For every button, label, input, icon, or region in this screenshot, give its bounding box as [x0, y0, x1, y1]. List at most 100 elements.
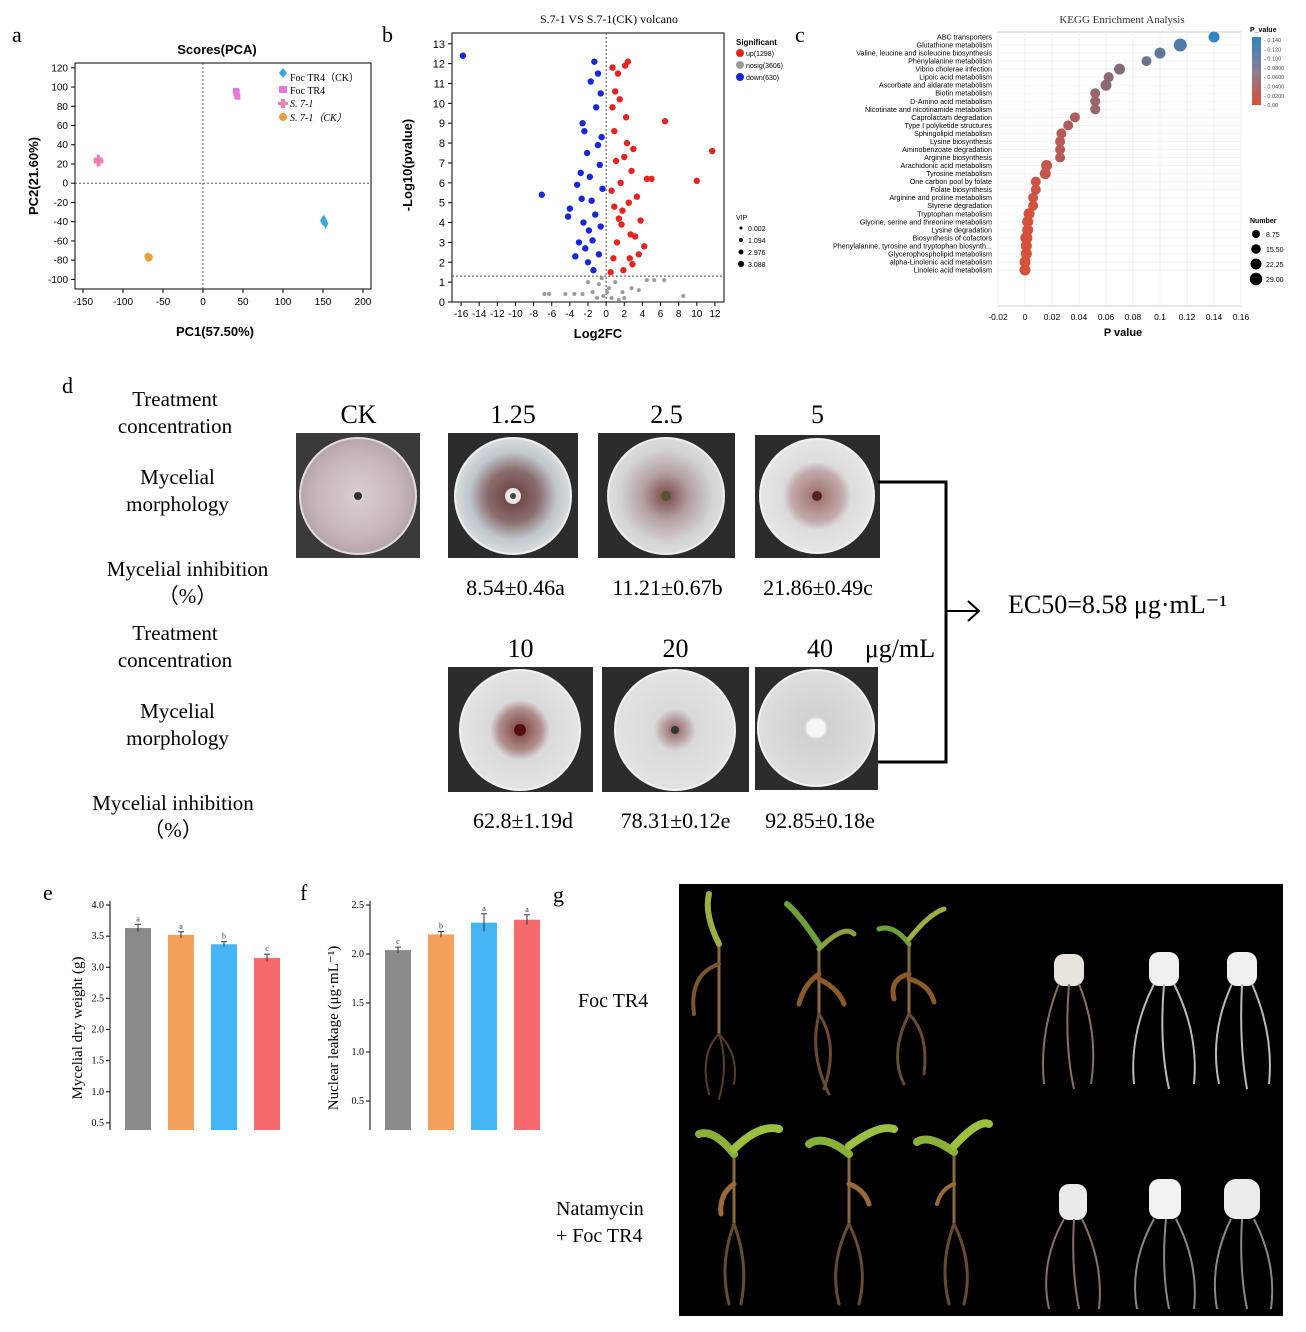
row2-treatment-label: Treatment concentration	[117, 621, 233, 672]
pca-y-tick-label: 0	[62, 179, 68, 190]
volcano-point-down	[591, 58, 598, 65]
vip-legend-2: 2.976	[748, 250, 766, 257]
volcano-point-down	[583, 149, 591, 157]
number-legend-1: 15.50	[1266, 247, 1284, 254]
volcano-point-up	[612, 88, 619, 95]
volcano-point-down	[459, 52, 467, 59]
pvalue-legend-tick: - 0.100	[1264, 57, 1281, 63]
volcano-point-down	[566, 205, 574, 212]
conc-10: 10	[507, 634, 534, 663]
kegg-point	[1090, 96, 1101, 107]
kegg-x-tick-label: 0.02	[1044, 312, 1061, 322]
kegg-x-tick-label: 0.14	[1206, 312, 1223, 322]
kegg-point	[1114, 63, 1125, 75]
volcano-point-nosig	[547, 292, 552, 297]
pvalue-legend-tick: - 0.0600	[1264, 75, 1284, 81]
kegg-pathway-label: Glutathione metabolism	[916, 41, 992, 50]
inhibition-20: 78.31±0.12e	[620, 808, 731, 833]
volcano-point-down	[587, 78, 594, 85]
kegg-pathway-label: Styrene degradation	[927, 201, 992, 210]
volcano-point-nosig	[601, 294, 606, 299]
volcano-y-tick-label: 4	[439, 218, 445, 230]
dw-y-tick-label: 2.0	[92, 1025, 105, 1036]
volcano-point-up	[648, 175, 655, 183]
volcano-point-down	[594, 141, 602, 149]
volcano-x-tick-label: -12	[490, 309, 505, 320]
volcano-x-tick-label: 6	[658, 309, 664, 320]
kegg-x-tick-label: 0.16	[1233, 312, 1250, 322]
plants-photo	[679, 884, 1283, 1316]
nl-y-tick-label: 1.5	[352, 998, 365, 1009]
pca-y-ticks: 120 100 80 60 40 20 0 -20 -40 -60 -80 -100	[48, 63, 75, 286]
volcano-point-down	[592, 211, 599, 218]
dw-bar	[125, 928, 151, 1130]
kegg-point	[1039, 168, 1051, 180]
kegg-pathway-label: Biosynthesis of cofactors	[913, 233, 993, 242]
volcano-legend-nosig: nosig(3606)	[746, 63, 783, 70]
nl-bar	[514, 919, 540, 1130]
number-dot-1	[1252, 230, 1260, 238]
kegg-point	[1028, 192, 1039, 203]
nl-y-tick-label: 2.0	[352, 949, 365, 960]
volcano-point-down	[579, 120, 586, 127]
pvalue-legend-tick: - 0.140	[1264, 38, 1281, 44]
dw-y-tick-label: 1.5	[92, 1056, 105, 1067]
vip-legend-title: VIP	[736, 215, 748, 222]
pca-xlabel: PC1(57.50%)	[176, 324, 254, 339]
pca-x-tick-label: 0	[200, 297, 206, 308]
nl-bars: c b a a	[385, 904, 540, 1130]
kegg-x-tick-label: -0.02	[988, 312, 1008, 322]
panel-label-c: c	[795, 22, 805, 47]
pca-y-tick-label: 120	[51, 63, 68, 74]
volcano-point-down	[585, 227, 593, 234]
volcano-chart: S.7-1 VS S.7-1(CK) volcano -16 -14 -12 -10-…	[400, 12, 783, 341]
kegg-pathway-label: Tyrosine metabolism	[926, 169, 992, 178]
pvalue-legend-tick: - 0.0800	[1264, 66, 1284, 72]
nl-y-tick-label: 2.5	[352, 900, 365, 911]
volcano-point-down	[575, 239, 583, 246]
legend-down-dot	[736, 73, 744, 81]
volcano-x-tick-label: -2	[584, 309, 593, 320]
pca-x-tick-label: 50	[237, 297, 249, 308]
volcano-point-nosig	[616, 298, 621, 303]
pca-y-tick-label: 60	[57, 121, 69, 132]
volcano-point-nosig	[590, 290, 595, 295]
pca-legend-0: Foc TR4（CK）	[290, 72, 359, 84]
pca-y-tick-label: 40	[57, 140, 69, 151]
kegg-pathway-label: Arachidonic acid metabolism	[901, 161, 992, 170]
number-dot-3	[1250, 258, 1262, 270]
volcano-point-up	[616, 96, 623, 103]
volcano-point-down	[584, 259, 592, 266]
panel-label-e: e	[43, 880, 53, 905]
volcano-point-up	[609, 104, 616, 111]
pca-x-tick-label: -50	[156, 297, 171, 308]
row1-morphology-label: Mycelial morphology	[126, 465, 229, 516]
volcano-point-up	[693, 177, 700, 185]
plants-row2-line2: + Foc TR4	[556, 1225, 643, 1247]
vip-legend-3: 3.088	[748, 262, 766, 269]
kegg-pathway-label: Lysine degradation	[932, 225, 992, 234]
pca-legend-2: S. 7-1	[290, 99, 313, 110]
number-legend-title: Number	[1250, 218, 1277, 225]
kegg-point	[1030, 184, 1041, 195]
vip-legend-1: 1.094	[748, 238, 766, 245]
kegg-title: KEGG Enrichment Analysis	[1059, 14, 1184, 26]
pvalue-legend-title: P_value	[1250, 27, 1277, 34]
volcano-point-up	[709, 147, 716, 155]
kegg-pathway-label: Arginine biosynthesis	[924, 153, 992, 162]
dw-bar	[254, 957, 280, 1130]
volcano-x-tick-label: -8	[529, 309, 538, 320]
volcano-point-nosig	[613, 280, 618, 285]
pca-chart: Scores(PCA) -150 -100 -50 0 50 100 150 200 1201…	[26, 42, 372, 339]
kegg-point	[1173, 38, 1187, 52]
dw-sig-letter: a	[179, 922, 183, 931]
volcano-point-up	[614, 70, 622, 77]
number-legend-3: 29.00	[1266, 277, 1284, 284]
kegg-point	[1090, 88, 1101, 99]
dw-y-tick-label: 1.0	[92, 1087, 105, 1098]
panel-label-b: b	[382, 22, 393, 47]
volcano-point-nosig	[622, 296, 627, 301]
dw-sig-letter: b	[222, 932, 226, 941]
volcano-point-up	[609, 64, 616, 71]
